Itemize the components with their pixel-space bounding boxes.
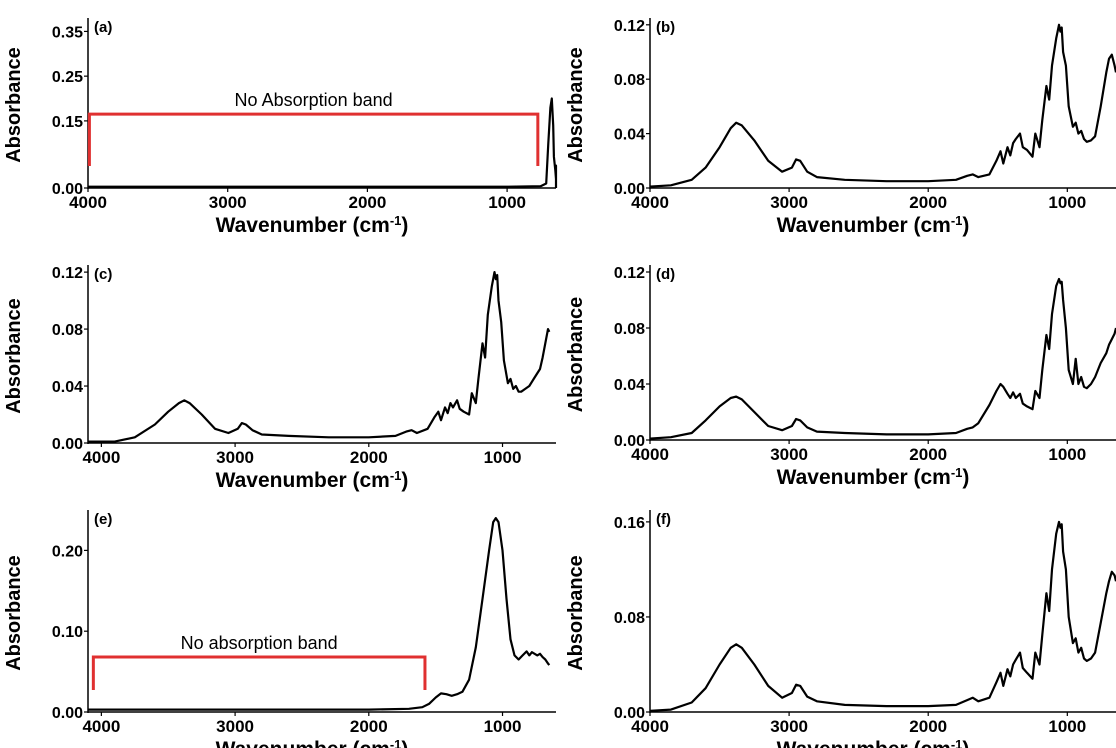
x-tick-label: 3000 <box>216 448 254 467</box>
panel-d: 4000 3000 2000 1000 0.00 0.04 0.08 0.12 Absorban… <box>565 265 1116 489</box>
y-axis-label: Absorbance <box>3 47 25 163</box>
y-tick-label: 0.04 <box>52 379 83 396</box>
x-tick-label: 2000 <box>350 448 388 467</box>
panel-label: (a) <box>94 19 112 36</box>
x-tick-label: 4000 <box>69 193 107 212</box>
y-axis-label: Absorbance <box>3 298 25 414</box>
x-tick-label: 2000 <box>348 193 386 212</box>
x-tick-label: 4000 <box>631 445 669 464</box>
y-axis-label: Absorbance <box>565 47 587 163</box>
annotation-bracket <box>87 112 540 166</box>
x-axis-label: Wavenumber (cm-1) <box>777 465 970 490</box>
panel-b: 4000 3000 2000 1000 0.00 0.04 0.08 0.12 Absorban… <box>565 18 1116 237</box>
y-tick-label: 0.08 <box>614 72 645 89</box>
panel-f: 4000 3000 2000 1000 0.00 0.08 0.16 Absorbance Wa… <box>565 510 1116 748</box>
x-tick-label: 4000 <box>631 717 669 736</box>
x-tick-label: 2000 <box>350 717 388 736</box>
panel-label: (f) <box>656 511 671 528</box>
y-tick-label: 0.04 <box>614 377 645 394</box>
x-tick-label: 4000 <box>631 193 669 212</box>
x-tick-label: 1000 <box>484 717 522 736</box>
x-axis-label: Wavenumber (cm-1) <box>216 737 409 748</box>
y-tick-label: 0.00 <box>52 705 83 722</box>
x-tick-label: 1000 <box>1048 193 1086 212</box>
x-axis-label: Wavenumber (cm-1) <box>216 213 409 238</box>
y-tick-label: 0.08 <box>614 610 645 627</box>
y-tick-label: 0.00 <box>52 436 83 453</box>
x-tick-label: 2000 <box>909 717 947 736</box>
y-axis-label: Absorbance <box>565 297 587 413</box>
y-tick-label: 0.12 <box>614 18 645 35</box>
annotation-bracket <box>91 655 427 690</box>
x-tick-label: 4000 <box>82 717 120 736</box>
x-tick-label: 3000 <box>209 193 247 212</box>
x-tick-label: 1000 <box>1048 445 1086 464</box>
x-axis-label: Wavenumber (cm-1) <box>777 213 970 238</box>
y-tick-label: 0.16 <box>614 515 645 532</box>
spectrum-line <box>649 277 1116 440</box>
spectrum-line <box>649 23 1116 188</box>
x-tick-label: 1000 <box>1048 717 1086 736</box>
panel-label: (d) <box>656 266 675 283</box>
spectrum-line <box>88 516 551 711</box>
y-tick-label: 0.00 <box>52 181 83 198</box>
spectrum-line <box>88 271 551 443</box>
x-tick-label: 2000 <box>909 193 947 212</box>
panel-label: (c) <box>94 266 112 283</box>
panel-c: 4000 3000 2000 1000 0.00 0.04 0.08 0.12 Absorban… <box>3 265 556 492</box>
x-tick-label: 3000 <box>770 193 808 212</box>
spectrum-line <box>88 97 558 188</box>
panel-e: 4000 3000 2000 1000 0.00 0.10 0.20 Absorbance Wa… <box>3 510 556 748</box>
y-tick-label: 0.08 <box>52 322 83 339</box>
y-tick-label: 0.00 <box>614 433 645 450</box>
x-tick-label: 2000 <box>909 445 947 464</box>
y-tick-label: 0.15 <box>52 114 83 131</box>
x-tick-label: 1000 <box>484 448 522 467</box>
x-tick-label: 3000 <box>216 717 254 736</box>
y-tick-label: 0.12 <box>52 265 83 282</box>
y-axis-label: Absorbance <box>3 555 25 671</box>
y-tick-label: 0.10 <box>52 624 83 641</box>
y-tick-label: 0.20 <box>52 543 83 560</box>
x-tick-label: 1000 <box>488 193 526 212</box>
y-tick-label: 0.04 <box>614 127 645 144</box>
panel-label: (e) <box>94 511 112 528</box>
spectrum-line <box>649 520 1116 712</box>
annotation-text: No Absorption band <box>235 90 393 110</box>
x-axis-label: Wavenumber (cm-1) <box>777 737 970 748</box>
y-tick-label: 0.00 <box>614 705 645 722</box>
y-tick-label: 0.12 <box>614 265 645 282</box>
x-axis-label: Wavenumber (cm-1) <box>216 468 409 493</box>
y-tick-label: 0.35 <box>52 24 83 41</box>
x-tick-label: 3000 <box>770 445 808 464</box>
panel-label: (b) <box>656 19 675 36</box>
y-tick-label: 0.00 <box>614 181 645 198</box>
y-tick-label: 0.25 <box>52 69 83 86</box>
x-tick-label: 3000 <box>770 717 808 736</box>
y-tick-label: 0.08 <box>614 321 645 338</box>
panel-a: 4000 3000 2000 1000 0.00 0.15 0.25 0.35 Absorban… <box>3 18 558 238</box>
x-tick-label: 4000 <box>82 448 120 467</box>
y-axis-label: Absorbance <box>565 555 587 671</box>
annotation-text: No absorption band <box>181 633 338 653</box>
